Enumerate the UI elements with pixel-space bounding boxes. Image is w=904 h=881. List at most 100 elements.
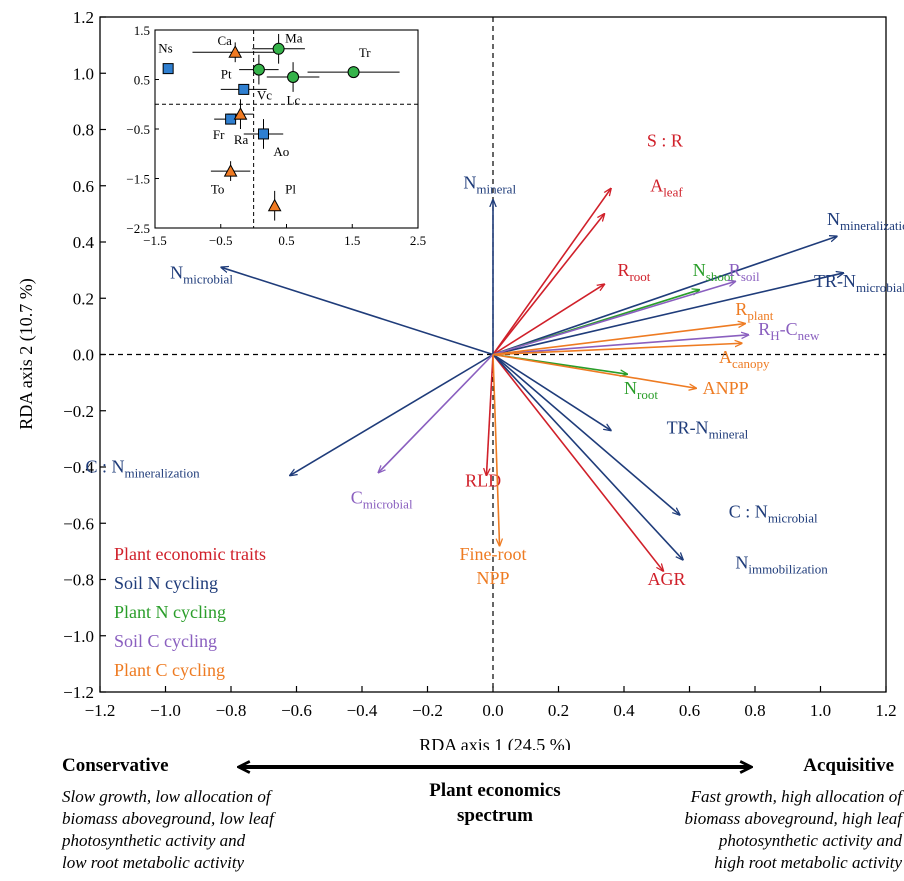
conservative-description: Slow growth, low allocation of biomass a… <box>62 786 274 874</box>
triangle-marker <box>267 198 282 212</box>
inset-point-label: Lc <box>287 92 301 107</box>
acquisitive-description: Fast growth, high allocation of biomass … <box>684 786 902 874</box>
vector-arrow <box>492 189 611 355</box>
inset-point-label: Ma <box>285 30 303 45</box>
vector-label: ANPP <box>703 378 749 398</box>
vector-label: AGR <box>648 569 686 589</box>
circle-marker <box>252 63 265 76</box>
acquisitive-desc-line: photosynthetic activity and <box>718 831 902 850</box>
conservative-title: Conservative <box>62 755 169 776</box>
vector-label: Nmineralization <box>827 209 904 233</box>
circle-marker <box>287 71 300 84</box>
vector-label: Rplant <box>735 299 773 323</box>
vector-arrow <box>492 354 500 546</box>
vector-arrow <box>492 236 837 356</box>
inset-point-label: Vc <box>257 87 272 102</box>
inset-x-tick-label: 2.5 <box>410 233 426 248</box>
legend-item: Plant N cycling <box>114 602 226 622</box>
vector-label: S : R <box>647 130 683 150</box>
y-tick-label: −0.8 <box>63 571 94 590</box>
y-tick-label: −1.2 <box>63 683 94 702</box>
inset-point-label: Ns <box>158 40 172 55</box>
triangle-marker <box>233 107 248 120</box>
triangle-marker <box>223 164 238 177</box>
conservative-desc-line: low root metabolic activity <box>62 853 245 872</box>
vector-label: Nroot <box>624 378 658 402</box>
vector-arrow <box>492 273 843 356</box>
circle-marker <box>347 66 360 79</box>
vector-label: Acanopy <box>719 347 770 371</box>
spectrum-title-line2: spectrum <box>457 805 533 826</box>
vector-label: C : Nmicrobial <box>729 502 818 526</box>
acquisitive-title: Acquisitive <box>803 755 894 776</box>
vector-label: TR-Nmineral <box>667 417 749 441</box>
spectrum-title: Plant economics spectrum <box>380 778 610 828</box>
vector-arrow <box>492 353 611 431</box>
x-tick-label: −0.6 <box>281 701 312 720</box>
legend-item: Plant economic traits <box>114 544 266 564</box>
vector-arrow <box>492 353 696 389</box>
y-tick-label: −1.0 <box>63 627 94 646</box>
rda-biplot: −1.2 −1.0 −0.8 −0.6 −0.4 −0.2 0.0 0.2 0.4 0.6 0.8 1… <box>16 8 904 750</box>
vector-label: Rroot <box>617 260 650 284</box>
vector-label: Cmicrobial <box>351 488 413 512</box>
inset-y-tick-label: −0.5 <box>126 122 150 137</box>
acquisitive-desc-line: high root metabolic activity <box>714 853 902 872</box>
y-tick-label: −0.6 <box>63 514 94 533</box>
inset-point-label: Ao <box>273 144 289 159</box>
vector-arrow <box>221 267 494 356</box>
vector-arrow <box>492 214 604 355</box>
y-tick-label: 1.0 <box>73 64 94 83</box>
x-axis-label: RDA axis 1 (24.5 %) <box>419 735 571 750</box>
spectrum-title-line1: Plant economics <box>429 780 561 801</box>
y-tick-label: 1.2 <box>73 8 94 27</box>
vector-label: Nmineral <box>463 173 516 197</box>
vector-label: Aleaf <box>650 175 683 199</box>
x-tick-label: −1.0 <box>150 701 181 720</box>
axis-ticks: −1.2 −1.0 −0.8 −0.6 −0.4 −0.2 0.0 0.2 0.4 0.6 0.8 1… <box>63 8 896 720</box>
y-tick-label: 0.6 <box>73 177 94 196</box>
y-tick-label: −0.2 <box>63 402 94 421</box>
square-marker <box>238 83 250 95</box>
vector-label: TR-Nmicrobial <box>814 271 904 295</box>
x-tick-label: 0.6 <box>679 701 700 720</box>
vector-arrow <box>378 353 494 473</box>
inset-x-tick-label: 0.5 <box>278 233 294 248</box>
inset-y-tick-label: 1.5 <box>134 23 150 38</box>
vector-label: C : Nmineralization <box>86 457 201 481</box>
inset-point-label: Fr <box>213 127 225 142</box>
triangle-marker <box>228 45 243 58</box>
vector-label: Rsoil <box>729 260 760 284</box>
inset-x-tick-label: −1.5 <box>143 233 167 248</box>
vector-arrow <box>492 353 683 560</box>
inset-point-label: Ra <box>234 132 249 147</box>
vector-arrow <box>492 343 742 356</box>
vector-arrow <box>492 324 745 356</box>
x-tick-label: 0.2 <box>548 701 569 720</box>
inset-point-label: Tr <box>359 45 371 60</box>
conservative-desc-line: Slow growth, low allocation of <box>62 787 271 806</box>
x-tick-label: −1.2 <box>85 701 116 720</box>
vector-arrows: S : R Aleaf Rroot RLD AGR Nmineral Nmineraliza… <box>86 130 904 589</box>
inset-point-label: Pl <box>285 181 296 196</box>
y-tick-label: 0.2 <box>73 289 94 308</box>
vector-arrow <box>492 353 680 515</box>
inset-border <box>154 29 419 229</box>
y-tick-label: 0.0 <box>73 346 94 365</box>
inset-y-tick-label: 0.5 <box>134 73 150 88</box>
inset-y-tick-label: −1.5 <box>126 172 150 187</box>
vector-label: Nimmobilization <box>735 552 828 576</box>
y-tick-label: 0.8 <box>73 121 94 140</box>
conservative-desc-line: photosynthetic activity and <box>62 831 246 850</box>
spectrum-arrow <box>0 752 904 782</box>
legend-item: Soil N cycling <box>114 573 218 593</box>
vector-label: Nmicrobial <box>170 263 233 287</box>
inset-plot: −1.5 −0.5 0.5 1.5 2.51.50.5−0.5−1.5−2.5Ns Ca M… <box>126 23 426 248</box>
inset-point-label: Pt <box>221 67 232 82</box>
vector-arrow <box>492 354 663 572</box>
x-tick-label: 1.2 <box>875 701 896 720</box>
vector-arrow <box>492 281 735 356</box>
y-tick-label: 0.4 <box>73 233 95 252</box>
x-tick-label: 0.0 <box>482 701 503 720</box>
square-marker <box>162 63 174 75</box>
